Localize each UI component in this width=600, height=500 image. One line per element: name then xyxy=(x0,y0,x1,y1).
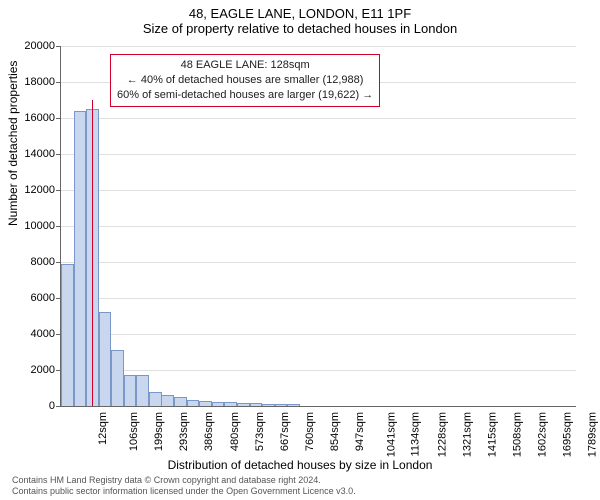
y-tick-mark xyxy=(56,334,60,335)
x-tick-label: 12sqm xyxy=(97,412,109,445)
x-tick-label: 1228sqm xyxy=(436,412,448,457)
gridline xyxy=(61,190,576,191)
y-tick-mark xyxy=(56,298,60,299)
x-tick-label: 199sqm xyxy=(153,412,165,451)
x-tick-label: 573sqm xyxy=(254,412,266,451)
histogram-bar xyxy=(174,397,187,406)
gridline xyxy=(61,298,576,299)
histogram-bar xyxy=(161,395,174,406)
gridline xyxy=(61,226,576,227)
gridline xyxy=(61,334,576,335)
footer-line-2: Contains public sector information licen… xyxy=(12,486,356,497)
annotation-line-2: ← 40% of detached houses are smaller (12… xyxy=(117,73,373,88)
chart-title-main: 48, EAGLE LANE, LONDON, E11 1PF xyxy=(0,0,600,21)
y-tick-mark xyxy=(56,226,60,227)
y-tick-label: 18000 xyxy=(5,76,55,88)
footer-attribution: Contains HM Land Registry data © Crown c… xyxy=(12,475,356,498)
y-tick-mark xyxy=(56,46,60,47)
histogram-bar xyxy=(187,400,200,406)
y-tick-mark xyxy=(56,262,60,263)
histogram-bar xyxy=(199,401,212,406)
x-tick-label: 480sqm xyxy=(229,412,241,451)
histogram-bar xyxy=(262,404,275,406)
y-tick-label: 8000 xyxy=(5,256,55,268)
gridline xyxy=(61,370,576,371)
annotation-line-3: 60% of semi-detached houses are larger (… xyxy=(117,88,373,103)
histogram-bar xyxy=(61,264,74,406)
annotation-box: 48 EAGLE LANE: 128sqm ← 40% of detached … xyxy=(110,54,380,107)
x-tick-label: 1508sqm xyxy=(511,412,523,457)
y-tick-mark xyxy=(56,190,60,191)
x-tick-label: 854sqm xyxy=(329,412,341,451)
x-tick-label: 1134sqm xyxy=(410,412,422,456)
gridline xyxy=(61,262,576,263)
histogram-bar xyxy=(74,111,87,406)
histogram-bar xyxy=(212,402,225,407)
histogram-bar xyxy=(99,312,112,406)
histogram-bar xyxy=(275,404,288,406)
x-tick-label: 1789sqm xyxy=(587,412,599,457)
x-tick-label: 947sqm xyxy=(354,412,366,451)
y-tick-mark xyxy=(56,82,60,83)
y-tick-label: 10000 xyxy=(5,220,55,232)
footer-line-1: Contains HM Land Registry data © Crown c… xyxy=(12,475,356,486)
x-tick-label: 293sqm xyxy=(179,412,191,451)
x-tick-label: 1041sqm xyxy=(386,412,398,457)
y-tick-label: 2000 xyxy=(5,364,55,376)
property-marker-line xyxy=(92,100,93,406)
chart-container: 48, EAGLE LANE, LONDON, E11 1PF Size of … xyxy=(0,0,600,500)
histogram-bar xyxy=(124,375,137,406)
y-tick-mark xyxy=(56,154,60,155)
y-tick-label: 6000 xyxy=(5,292,55,304)
x-axis-label: Distribution of detached houses by size … xyxy=(0,458,600,472)
y-tick-label: 0 xyxy=(5,400,55,412)
x-tick-label: 1695sqm xyxy=(561,412,573,457)
y-tick-label: 20000 xyxy=(5,40,55,52)
y-tick-label: 12000 xyxy=(5,184,55,196)
histogram-bar xyxy=(287,404,300,406)
y-tick-mark xyxy=(56,118,60,119)
gridline xyxy=(61,46,576,47)
annotation-line-1: 48 EAGLE LANE: 128sqm xyxy=(117,58,373,73)
gridline xyxy=(61,118,576,119)
histogram-bar xyxy=(250,403,263,406)
y-tick-mark xyxy=(56,406,60,407)
x-tick-label: 106sqm xyxy=(128,412,140,451)
histogram-bar xyxy=(149,392,162,406)
y-tick-label: 16000 xyxy=(5,112,55,124)
histogram-bar xyxy=(136,375,149,406)
x-tick-label: 1415sqm xyxy=(486,412,498,457)
y-tick-label: 14000 xyxy=(5,148,55,160)
x-tick-label: 667sqm xyxy=(279,412,291,451)
gridline xyxy=(61,154,576,155)
chart-title-sub: Size of property relative to detached ho… xyxy=(0,21,600,38)
histogram-bar xyxy=(224,402,237,406)
x-tick-label: 386sqm xyxy=(204,412,216,451)
y-tick-mark xyxy=(56,370,60,371)
histogram-bar xyxy=(237,403,250,406)
y-tick-label: 4000 xyxy=(5,328,55,340)
x-tick-label: 1321sqm xyxy=(461,412,473,457)
x-tick-label: 760sqm xyxy=(304,412,316,451)
histogram-bar xyxy=(111,350,124,406)
x-tick-label: 1602sqm xyxy=(536,412,548,457)
